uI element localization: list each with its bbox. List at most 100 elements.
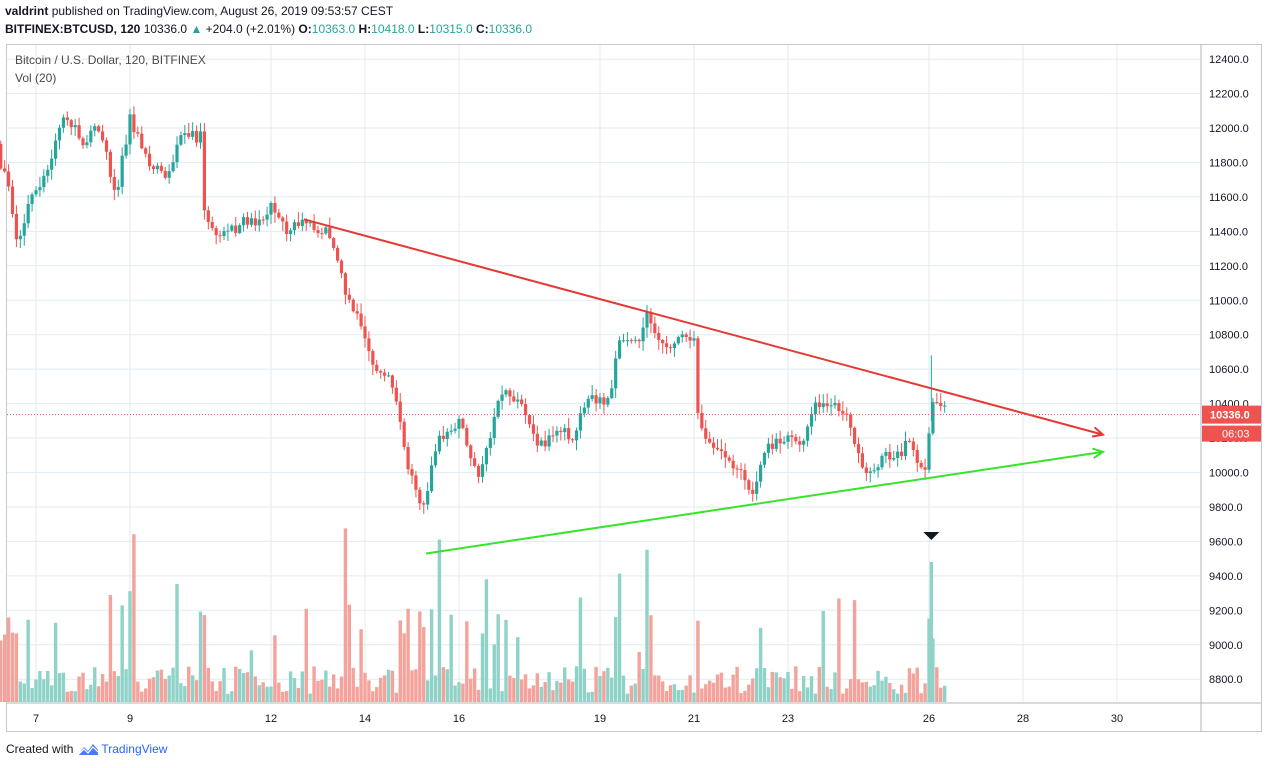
candle[interactable] <box>798 441 802 445</box>
candle[interactable] <box>339 260 344 274</box>
candle[interactable] <box>116 186 120 190</box>
candle[interactable] <box>727 457 731 461</box>
candle[interactable] <box>852 427 857 444</box>
candle[interactable] <box>762 452 767 465</box>
candle[interactable] <box>418 489 422 504</box>
candle[interactable] <box>547 435 551 447</box>
candle[interactable] <box>849 414 853 428</box>
candle[interactable] <box>676 337 680 344</box>
candle[interactable] <box>159 165 163 171</box>
candle[interactable] <box>504 390 508 395</box>
candle[interactable] <box>316 230 320 234</box>
candle[interactable] <box>892 457 896 460</box>
candle[interactable] <box>93 126 97 131</box>
candle[interactable] <box>935 402 939 404</box>
candle[interactable] <box>296 222 301 226</box>
candle[interactable] <box>343 273 348 295</box>
candle[interactable] <box>543 440 547 447</box>
candle[interactable] <box>664 343 669 348</box>
candle[interactable] <box>245 217 250 225</box>
candle[interactable] <box>657 333 661 340</box>
candle[interactable] <box>281 217 285 222</box>
candle[interactable] <box>324 227 328 234</box>
candle[interactable] <box>226 230 230 232</box>
candle[interactable] <box>359 313 363 327</box>
candle[interactable] <box>414 475 418 490</box>
candle[interactable] <box>171 162 175 172</box>
candle[interactable] <box>617 340 622 359</box>
candle[interactable] <box>782 441 786 444</box>
candle[interactable] <box>132 114 136 133</box>
candle[interactable] <box>896 451 900 458</box>
candle[interactable] <box>234 225 238 234</box>
candle[interactable] <box>637 339 641 342</box>
candle[interactable] <box>708 438 712 443</box>
resistance-trendline[interactable] <box>303 218 1104 436</box>
candle[interactable] <box>85 142 89 146</box>
candle[interactable] <box>539 440 543 446</box>
candle[interactable] <box>469 445 473 459</box>
candle[interactable] <box>308 222 312 224</box>
candle[interactable] <box>151 166 156 170</box>
candle[interactable] <box>406 446 410 470</box>
candle[interactable] <box>355 311 359 314</box>
candle[interactable] <box>943 405 947 407</box>
candle[interactable] <box>14 213 19 240</box>
candle[interactable] <box>805 426 810 441</box>
candle[interactable] <box>680 334 684 338</box>
candle[interactable] <box>567 428 571 440</box>
candle[interactable] <box>755 481 759 494</box>
candle[interactable] <box>222 231 226 236</box>
candle[interactable] <box>527 415 532 425</box>
candle[interactable] <box>570 439 575 441</box>
candle[interactable] <box>257 219 261 226</box>
candle[interactable] <box>429 465 434 492</box>
candle[interactable] <box>856 443 861 454</box>
candle[interactable] <box>292 222 297 231</box>
candle[interactable] <box>512 396 516 402</box>
candle[interactable] <box>187 133 191 137</box>
candle[interactable] <box>610 388 614 399</box>
candle[interactable] <box>97 126 101 132</box>
candle[interactable] <box>653 323 657 334</box>
candle[interactable] <box>402 421 406 447</box>
candle[interactable] <box>26 203 30 224</box>
candle[interactable] <box>860 453 865 468</box>
candle[interactable] <box>449 430 453 432</box>
candle[interactable] <box>911 441 915 451</box>
candle[interactable] <box>206 210 210 223</box>
candle[interactable] <box>144 148 148 154</box>
candle[interactable] <box>888 451 892 460</box>
candle[interactable] <box>751 489 755 494</box>
candle[interactable] <box>140 133 144 149</box>
candle[interactable] <box>77 125 81 139</box>
candle[interactable] <box>802 440 806 445</box>
candle[interactable] <box>813 402 818 414</box>
candle[interactable] <box>57 127 62 141</box>
candle[interactable] <box>0 143 3 169</box>
candle[interactable] <box>700 412 704 429</box>
candle[interactable] <box>500 394 504 401</box>
candle[interactable] <box>602 397 606 405</box>
candle[interactable] <box>265 214 269 220</box>
candle[interactable] <box>163 170 167 178</box>
candle[interactable] <box>688 337 692 341</box>
candle[interactable] <box>167 171 171 178</box>
candle[interactable] <box>398 401 402 422</box>
candle[interactable] <box>53 140 58 159</box>
candle[interactable] <box>535 433 539 446</box>
candle[interactable] <box>461 418 465 429</box>
candle[interactable] <box>715 447 720 450</box>
candle[interactable] <box>335 247 340 261</box>
candle[interactable] <box>394 387 398 402</box>
candle[interactable] <box>30 194 34 204</box>
candle[interactable] <box>104 140 109 152</box>
candle[interactable] <box>931 402 935 434</box>
candle[interactable] <box>347 294 351 300</box>
candle[interactable] <box>238 225 242 234</box>
candle[interactable] <box>480 464 485 477</box>
candle[interactable] <box>179 135 183 145</box>
candle[interactable] <box>351 299 355 312</box>
candle[interactable] <box>523 404 528 416</box>
candle[interactable] <box>633 339 637 341</box>
